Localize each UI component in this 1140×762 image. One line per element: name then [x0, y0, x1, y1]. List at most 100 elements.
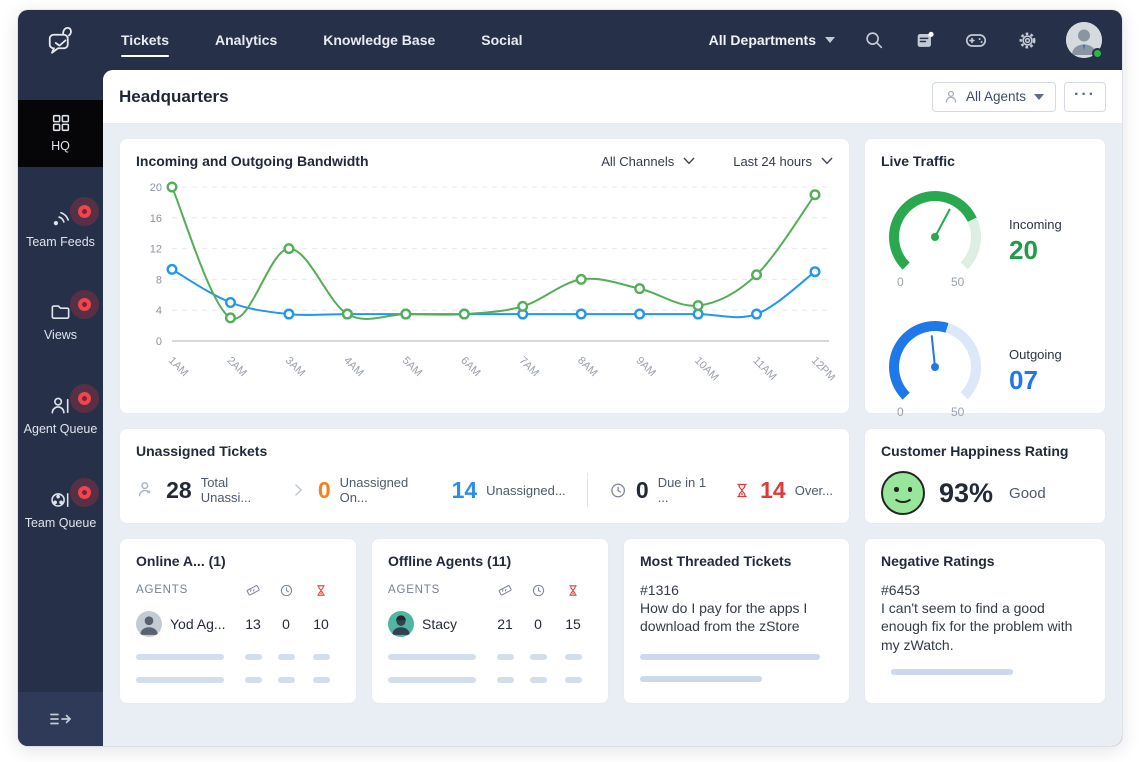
most-threaded-card: Most Threaded Tickets #1316 How do I pay…: [623, 538, 850, 704]
department-selector[interactable]: All Departments: [709, 32, 835, 48]
ticket-icon: [246, 585, 260, 596]
expand-sidebar-icon: [49, 713, 71, 725]
online-agents-title: Online A... (1): [136, 553, 226, 569]
hq-grid-icon: [52, 114, 69, 132]
gear-icon: [1019, 32, 1035, 48]
stat-total-unassigned[interactable]: 28 Total Unassi...: [136, 475, 279, 505]
agent-overdue-count: 10: [313, 616, 329, 632]
stat-value: 0: [635, 476, 649, 503]
happy-face-icon: [881, 471, 925, 515]
caret-down-icon: [1034, 93, 1045, 100]
online-agents-card: Online A... (1) AGENTS: [119, 538, 357, 704]
most-threaded-title: Most Threaded Tickets: [640, 553, 792, 569]
svg-text:2AM: 2AM: [224, 355, 248, 379]
incoming-value: 20: [1009, 234, 1038, 265]
sidebar-item-views[interactable]: Views: [18, 290, 103, 354]
tab-tickets[interactable]: Tickets: [121, 10, 169, 70]
dashboard-grid: Incoming and Outgoing Bandwidth All Chan…: [103, 124, 1122, 718]
ticket-id[interactable]: #6453: [881, 582, 920, 598]
gamescope-button[interactable]: [964, 28, 988, 52]
stat-value: 14: [451, 476, 478, 503]
svg-text:9AM: 9AM: [634, 355, 658, 379]
team-feeds-icon: [53, 211, 69, 225]
main-tabs: Tickets Analytics Knowledge Base Social: [121, 10, 523, 70]
tab-social[interactable]: Social: [481, 32, 523, 48]
hourglass-icon: [317, 584, 325, 596]
skeleton-bar: [640, 653, 820, 660]
stat-unassigned-online[interactable]: 0 Unassigned On...: [318, 475, 437, 505]
user-avatar[interactable]: [1066, 22, 1103, 59]
gauge-max-label: 50: [951, 405, 965, 419]
agents-column-header: AGENTS: [136, 584, 189, 596]
gauge-pivot: [931, 363, 939, 371]
bandwidth-card-title: Incoming and Outgoing Bandwidth: [136, 153, 369, 169]
agents-column-header: AGENTS: [388, 584, 441, 596]
bandwidth-card: Incoming and Outgoing Bandwidth All Chan…: [119, 138, 850, 414]
settings-button[interactable]: [1015, 28, 1039, 52]
agent-avatar: [388, 611, 414, 637]
search-button[interactable]: [862, 28, 886, 52]
desk-logo-icon: [43, 22, 79, 58]
more-options-button[interactable]: ···: [1064, 81, 1106, 112]
agents-table-header: AGENTS: [136, 582, 340, 598]
all-agents-dropdown[interactable]: All Agents: [931, 81, 1057, 112]
sidebar-item-team-queue[interactable]: Team Queue: [18, 478, 103, 542]
online-status-dot: [1092, 48, 1103, 59]
tab-knowledge-base[interactable]: Knowledge Base: [323, 32, 436, 48]
sidebar-item-label: Team Queue: [24, 515, 97, 530]
stat-overdue[interactable]: 14 Over...: [733, 477, 833, 504]
sidebar: HQ Team Feeds Views: [18, 70, 103, 746]
sidebar-item-label: Team Feeds: [26, 234, 95, 249]
skeleton-row: [388, 677, 592, 683]
svg-text:16: 16: [150, 213, 162, 225]
channels-filter-dropdown[interactable]: All Channels: [601, 154, 695, 169]
ticket-subject[interactable]: How do I pay for the apps I download fro…: [640, 600, 808, 635]
svg-text:12PM: 12PM: [809, 355, 835, 384]
sidebar-item-hq[interactable]: HQ: [18, 100, 103, 167]
stat-due-soon[interactable]: 0 Due in 1 ...: [609, 475, 718, 505]
channels-filter-label: All Channels: [601, 153, 675, 169]
all-agents-label: All Agents: [965, 89, 1027, 104]
app-window: Tickets Analytics Knowledge Base Social …: [18, 10, 1122, 746]
feeds-icon: [917, 31, 934, 47]
person-add-icon: [138, 482, 151, 497]
negative-ratings-card: Negative Ratings #6453 I can't seem to f…: [864, 538, 1106, 704]
sidebar-item-agent-queue[interactable]: Agent Queue: [18, 384, 103, 448]
agent-row[interactable]: Stacy 21 0 15: [388, 611, 592, 637]
stat-value: 28: [166, 476, 192, 503]
tab-analytics[interactable]: Analytics: [215, 32, 278, 48]
person-icon: [945, 90, 957, 103]
notification-badge: [78, 298, 91, 312]
agent-row[interactable]: Yod Ag... 13 0 10: [136, 611, 340, 637]
hourglass-icon: [737, 483, 747, 497]
app-logo[interactable]: [18, 22, 103, 58]
feeds-notifications-button[interactable]: [913, 28, 937, 52]
time-range-filter-dropdown[interactable]: Last 24 hours: [733, 154, 833, 169]
stat-unassigned-offline[interactable]: 14 Unassigned...: [452, 477, 566, 504]
svg-text:4AM: 4AM: [341, 355, 365, 379]
bandwidth-line-chart[interactable]: 0 4 8 12 16 20 1AM 2AM 3AM 4AM 5AM 6AM 7AM 8AM 9AM 10AM…: [136, 173, 835, 401]
caret-down-icon: [825, 37, 835, 43]
ticket-subject[interactable]: I can't seem to find a good enough fix f…: [881, 600, 1073, 653]
sidebar-item-team-feeds[interactable]: Team Feeds: [18, 197, 103, 261]
svg-text:4: 4: [156, 305, 162, 317]
ticket-id[interactable]: #1316: [640, 582, 679, 598]
live-traffic-card: Live Traffic 0 50: [864, 138, 1106, 419]
stat-label: Over...: [794, 482, 833, 498]
stat-label: Due in 1 ...: [657, 475, 707, 505]
outgoing-gauge-row: 0 50 Outgoing 07: [889, 321, 1089, 421]
hourglass-icon: [569, 584, 577, 596]
team-queue-icon: [51, 492, 69, 507]
skeleton-row: [136, 677, 340, 683]
gauge-min-label: 0: [897, 275, 904, 289]
svg-text:3AM: 3AM: [283, 355, 307, 379]
agent-tickets-count: 13: [245, 616, 261, 632]
incoming-label: Incoming: [1009, 216, 1062, 232]
avatar-photo: [1066, 22, 1102, 58]
outgoing-value: 07: [1009, 364, 1038, 395]
svg-text:5AM: 5AM: [400, 355, 424, 379]
sidebar-item-label: HQ: [51, 139, 70, 153]
svg-text:20: 20: [150, 182, 162, 194]
agent-due-count: 0: [534, 616, 542, 632]
expand-sidebar-button[interactable]: [18, 692, 103, 746]
